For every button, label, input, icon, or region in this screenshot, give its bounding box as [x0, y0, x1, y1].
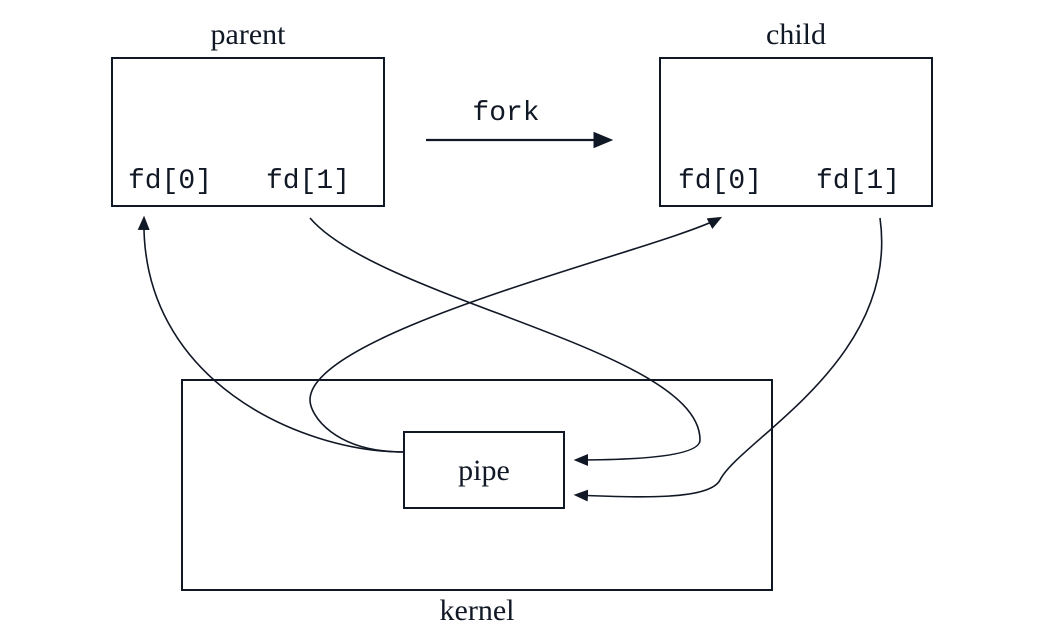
- parent-fd1-label: fd[1]: [266, 166, 350, 197]
- parent-label: parent: [211, 18, 287, 51]
- parent-fd0-label: fd[0]: [128, 166, 212, 197]
- edge-child_fd1_to_pipe_bottom: [576, 218, 882, 497]
- edge-parent_fd1_to_pipe_top: [310, 218, 700, 460]
- child-fd1-label: fd[1]: [816, 166, 900, 197]
- fork-label: fork: [472, 98, 539, 129]
- kernel-label: kernel: [440, 594, 515, 627]
- child-label: child: [766, 18, 826, 51]
- pipe-label: pipe: [458, 454, 510, 487]
- edge-pipe_to_child_fd0: [310, 218, 720, 452]
- child-fd0-label: fd[0]: [678, 166, 762, 197]
